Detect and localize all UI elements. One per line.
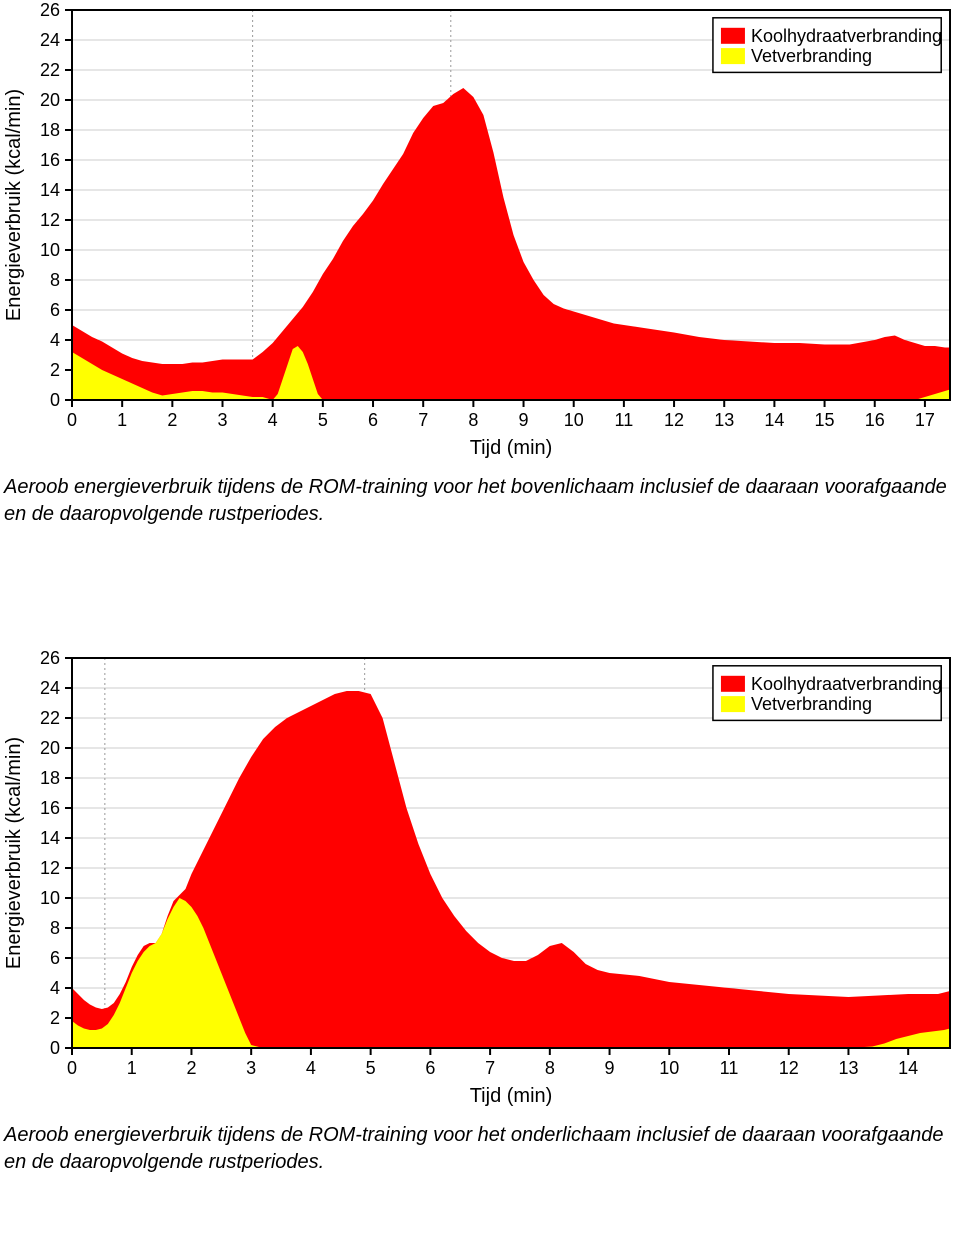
svg-text:2: 2 — [50, 360, 60, 380]
svg-text:0: 0 — [67, 410, 77, 430]
svg-text:12: 12 — [779, 1058, 799, 1078]
svg-text:12: 12 — [40, 858, 60, 878]
svg-text:Vetverbranding: Vetverbranding — [751, 694, 872, 714]
svg-text:5: 5 — [366, 1058, 376, 1078]
svg-text:3: 3 — [246, 1058, 256, 1078]
svg-text:16: 16 — [40, 150, 60, 170]
svg-text:2: 2 — [50, 1008, 60, 1028]
svg-text:12: 12 — [40, 210, 60, 230]
svg-text:7: 7 — [485, 1058, 495, 1078]
svg-text:Energieverbruik (kcal/min): Energieverbruik (kcal/min) — [3, 89, 25, 321]
svg-text:11: 11 — [615, 410, 634, 430]
chart-upper-body: 0123456789101112131415161702468101214161… — [0, 0, 960, 528]
svg-text:6: 6 — [425, 1058, 435, 1078]
svg-text:4: 4 — [50, 330, 60, 350]
chart-upper-body-svg: 0123456789101112131415161702468101214161… — [0, 0, 960, 470]
svg-text:24: 24 — [40, 30, 60, 50]
chart-lower-body-caption: Aeroob energieverbruik tijdens de ROM-tr… — [0, 1118, 960, 1176]
svg-text:14: 14 — [898, 1058, 918, 1078]
svg-text:3: 3 — [218, 410, 228, 430]
svg-text:4: 4 — [306, 1058, 316, 1078]
svg-text:7: 7 — [418, 410, 428, 430]
svg-text:14: 14 — [40, 180, 60, 200]
svg-text:4: 4 — [50, 978, 60, 998]
svg-text:6: 6 — [368, 410, 378, 430]
svg-text:6: 6 — [50, 300, 60, 320]
svg-text:13: 13 — [714, 410, 734, 430]
svg-text:16: 16 — [865, 410, 885, 430]
svg-text:22: 22 — [40, 60, 60, 80]
svg-text:15: 15 — [815, 410, 835, 430]
svg-text:22: 22 — [40, 708, 60, 728]
svg-text:14: 14 — [764, 410, 784, 430]
svg-text:18: 18 — [40, 768, 60, 788]
svg-text:20: 20 — [40, 738, 60, 758]
svg-text:4: 4 — [268, 410, 278, 430]
svg-text:8: 8 — [50, 918, 60, 938]
chart-lower-body: 0123456789101112131402468101214161820222… — [0, 648, 960, 1176]
svg-text:11: 11 — [720, 1058, 739, 1078]
svg-text:12: 12 — [664, 410, 684, 430]
svg-text:16: 16 — [40, 798, 60, 818]
svg-text:26: 26 — [40, 0, 60, 20]
svg-text:13: 13 — [838, 1058, 858, 1078]
svg-text:Vetverbranding: Vetverbranding — [751, 46, 872, 66]
svg-text:0: 0 — [50, 1038, 60, 1058]
svg-text:14: 14 — [40, 828, 60, 848]
svg-text:10: 10 — [659, 1058, 679, 1078]
svg-text:2: 2 — [167, 410, 177, 430]
svg-text:Koolhydraatverbranding: Koolhydraatverbranding — [751, 26, 942, 46]
svg-text:1: 1 — [127, 1058, 137, 1078]
svg-text:10: 10 — [40, 240, 60, 260]
svg-text:20: 20 — [40, 90, 60, 110]
svg-text:0: 0 — [67, 1058, 77, 1078]
svg-text:9: 9 — [519, 410, 529, 430]
spacer — [0, 528, 960, 648]
svg-text:5: 5 — [318, 410, 328, 430]
svg-text:10: 10 — [40, 888, 60, 908]
svg-text:Tijd (min): Tijd (min) — [470, 1085, 553, 1107]
svg-text:26: 26 — [40, 648, 60, 668]
svg-text:8: 8 — [545, 1058, 555, 1078]
svg-text:18: 18 — [40, 120, 60, 140]
svg-text:17: 17 — [915, 410, 935, 430]
svg-text:2: 2 — [186, 1058, 196, 1078]
svg-text:1: 1 — [117, 410, 127, 430]
svg-text:6: 6 — [50, 948, 60, 968]
chart-lower-body-svg: 0123456789101112131402468101214161820222… — [0, 648, 960, 1118]
chart-upper-body-caption: Aeroob energieverbruik tijdens de ROM-tr… — [0, 470, 960, 528]
svg-text:9: 9 — [605, 1058, 615, 1078]
svg-text:Tijd (min): Tijd (min) — [470, 437, 553, 459]
svg-text:Koolhydraatverbranding: Koolhydraatverbranding — [751, 674, 942, 694]
svg-text:24: 24 — [40, 678, 60, 698]
svg-text:10: 10 — [564, 410, 584, 430]
svg-text:8: 8 — [50, 270, 60, 290]
svg-text:8: 8 — [468, 410, 478, 430]
svg-text:0: 0 — [50, 390, 60, 410]
svg-text:Energieverbruik (kcal/min): Energieverbruik (kcal/min) — [3, 737, 25, 969]
